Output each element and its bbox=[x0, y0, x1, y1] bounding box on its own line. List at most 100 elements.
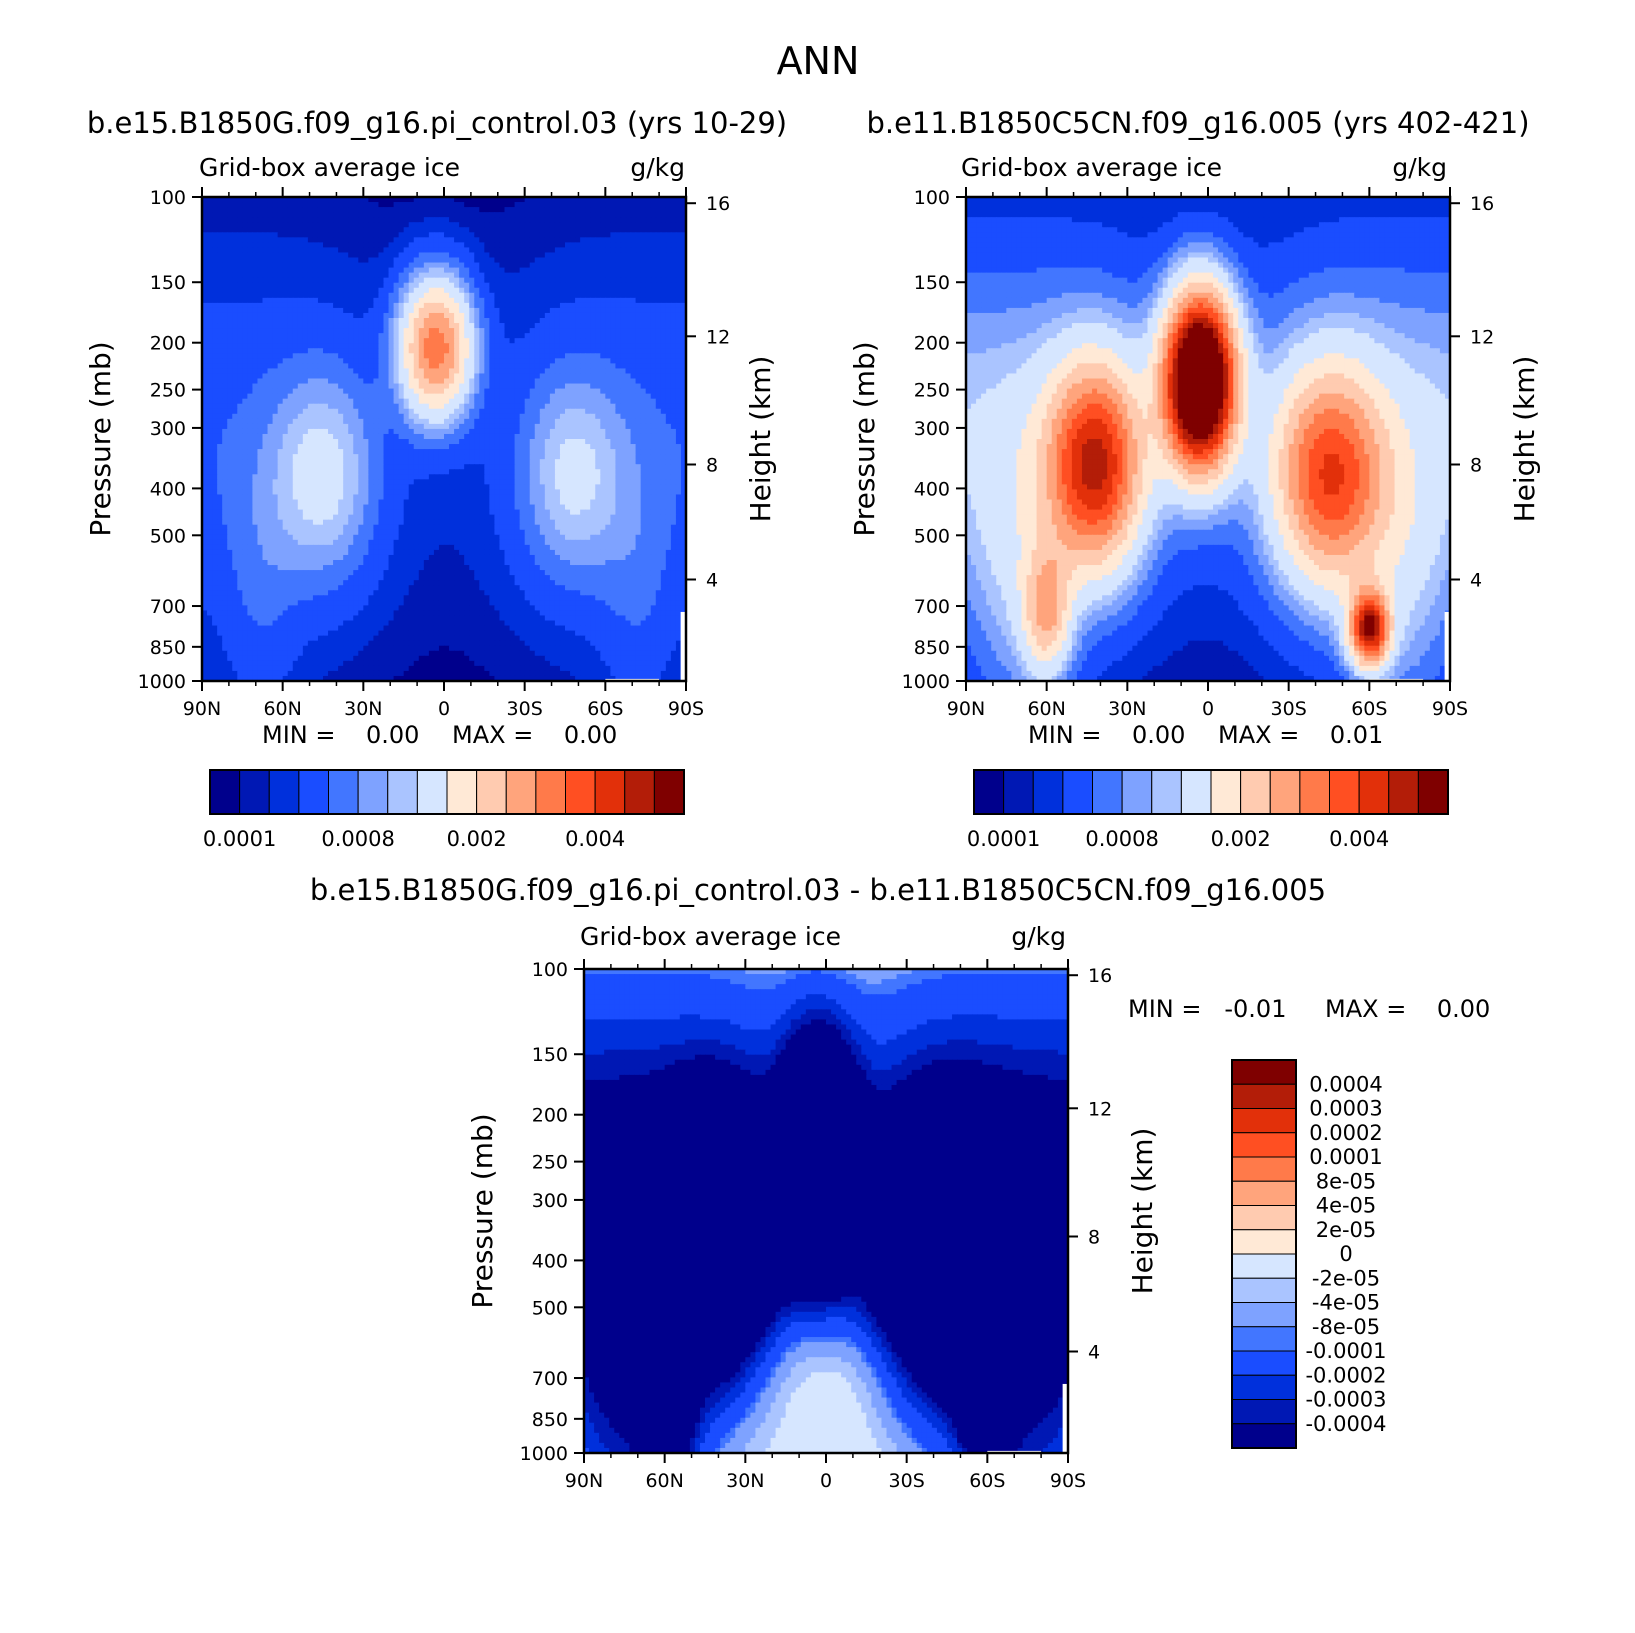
panel-a-cell bbox=[232, 217, 238, 223]
panel-a-cell bbox=[343, 424, 349, 430]
panel-a-cell bbox=[263, 454, 269, 460]
panel-a-cell bbox=[212, 379, 218, 385]
panel-a-cell bbox=[449, 399, 455, 405]
panel-a-cell bbox=[424, 298, 430, 304]
panel-a-cell bbox=[288, 323, 294, 329]
panel-a-cell bbox=[222, 288, 228, 294]
panel-a-cell bbox=[424, 242, 430, 248]
panel-a-cell bbox=[575, 318, 581, 324]
panel-a-cell bbox=[489, 379, 495, 385]
panel-a-cell bbox=[247, 237, 253, 243]
panel-a-cell bbox=[394, 202, 400, 208]
panel-a-cell bbox=[252, 363, 258, 369]
panel-a-cell bbox=[464, 348, 470, 354]
panel-a-cell bbox=[626, 358, 632, 364]
panel-a-cell bbox=[333, 444, 339, 450]
panel-a-cell bbox=[540, 293, 546, 299]
panel-a-cell bbox=[298, 409, 304, 415]
panel-a-cell bbox=[489, 404, 495, 410]
panel-a-cell bbox=[595, 318, 601, 324]
panel-a-cell bbox=[449, 333, 455, 339]
panel-a-cell bbox=[323, 237, 329, 243]
panel-a-cell bbox=[510, 333, 516, 339]
panel-a-cell bbox=[610, 338, 616, 344]
panel-a-cell bbox=[288, 318, 294, 324]
panel-a-cell bbox=[439, 227, 445, 233]
panel-a-cell bbox=[666, 384, 672, 390]
panel-a-cell bbox=[227, 303, 233, 309]
panel-a-cell bbox=[378, 394, 384, 400]
panel-a-cell bbox=[207, 444, 213, 450]
panel-a-cell bbox=[646, 293, 652, 299]
panel-a-cell bbox=[620, 268, 626, 274]
panel-a-cell bbox=[434, 242, 440, 248]
panel-a-cell bbox=[520, 202, 526, 208]
panel-a-cell bbox=[464, 273, 470, 279]
panel-a-cell bbox=[444, 389, 450, 395]
panel-a-cell bbox=[338, 263, 344, 269]
panel-a-cell bbox=[278, 358, 284, 364]
panel-a-cell bbox=[353, 258, 359, 264]
panel-a-cell bbox=[469, 439, 475, 445]
panel-a-cell bbox=[525, 429, 531, 435]
panel-a-cell bbox=[459, 409, 465, 415]
panel-a-cell bbox=[358, 227, 364, 233]
panel-a-cell bbox=[449, 348, 455, 354]
panel-a-cell bbox=[484, 212, 490, 218]
panel-a-cell bbox=[293, 389, 299, 395]
panel-a-cell bbox=[348, 247, 354, 253]
panel-a-cell bbox=[409, 389, 415, 395]
panel-a-cell bbox=[540, 217, 546, 223]
panel-a-cell bbox=[545, 258, 551, 264]
panel-a-cell bbox=[273, 268, 279, 274]
panel-a-cell bbox=[590, 258, 596, 264]
panel-a-cell bbox=[333, 318, 339, 324]
panel-a-cell bbox=[303, 247, 309, 253]
panel-a-cell bbox=[268, 222, 274, 228]
panel-a-cell bbox=[505, 232, 511, 238]
panel-a-cell bbox=[520, 358, 526, 364]
panel-a-cell bbox=[434, 217, 440, 223]
panel-a-cell bbox=[535, 379, 541, 385]
panel-a-cell bbox=[454, 394, 460, 400]
panel-a-cell bbox=[540, 399, 546, 405]
panel-a-cell bbox=[257, 258, 263, 264]
panel-a-cell bbox=[394, 298, 400, 304]
panel-a-cell bbox=[222, 343, 228, 349]
panel-a-cell bbox=[464, 379, 470, 385]
panel-a-cell bbox=[631, 303, 637, 309]
panel-a-cell bbox=[479, 293, 485, 299]
panel-a-cell bbox=[505, 308, 511, 314]
panel-a-cell bbox=[600, 237, 606, 243]
panel-a-cell bbox=[242, 333, 248, 339]
panel-a-cell bbox=[505, 303, 511, 309]
panel-a-cell bbox=[676, 414, 682, 420]
panel-a-cell bbox=[666, 318, 672, 324]
panel-a-cell bbox=[384, 303, 390, 309]
panel-a-cell bbox=[404, 273, 410, 279]
panel-a-cell bbox=[247, 454, 253, 460]
panel-a-cell bbox=[212, 373, 218, 379]
panel-a-cell bbox=[358, 333, 364, 339]
panel-a-cell bbox=[232, 363, 238, 369]
panel-a-cell bbox=[454, 308, 460, 314]
panel-a-cell bbox=[605, 394, 611, 400]
panel-a-cell bbox=[384, 268, 390, 274]
panel-a-cell bbox=[510, 298, 516, 304]
panel-a-cell bbox=[666, 323, 672, 329]
panel-a-cell bbox=[268, 434, 274, 440]
panel-a-cell bbox=[605, 268, 611, 274]
panel-a-cell bbox=[610, 379, 616, 385]
panel-a-cell bbox=[414, 358, 420, 364]
panel-a-cell bbox=[550, 424, 556, 430]
panel-a-cell bbox=[615, 439, 621, 445]
panel-a-cell bbox=[358, 419, 364, 425]
panel-a-cell bbox=[278, 414, 284, 420]
panel-a-cell bbox=[651, 363, 657, 369]
panel-a-cell bbox=[242, 247, 248, 253]
panel-a-cell bbox=[520, 217, 526, 223]
panel-a-cell bbox=[404, 207, 410, 213]
panel-a-cell bbox=[268, 333, 274, 339]
panel-a-cell bbox=[570, 414, 576, 420]
panel-a-cell bbox=[464, 353, 470, 359]
